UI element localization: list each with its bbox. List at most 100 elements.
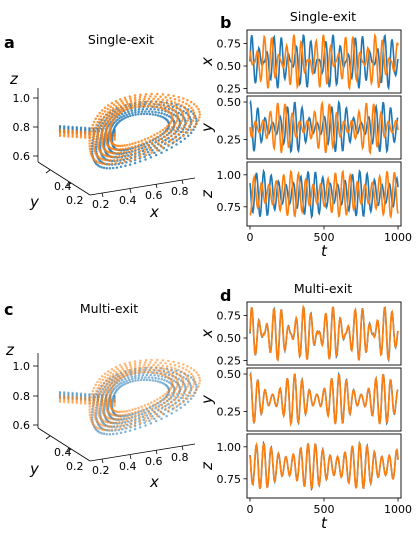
- trajectory-point: [137, 108, 141, 111]
- trajectory-point: [168, 106, 171, 109]
- trajectory-point: [128, 429, 132, 432]
- trajectory-point: [125, 366, 129, 370]
- trajectory-point: [154, 405, 158, 409]
- trajectory-point: [158, 366, 162, 370]
- trajectory-point: [67, 401, 70, 404]
- trajectory-point: [151, 376, 154, 379]
- trajectory-point: [120, 115, 123, 119]
- trajectory-point: [189, 118, 192, 121]
- x-tick-label: 0.4: [119, 460, 137, 473]
- trajectory-point: [151, 379, 155, 382]
- series-line-b: [249, 372, 399, 428]
- trajectory-point: [194, 117, 198, 120]
- trajectory-point: [174, 387, 177, 391]
- trajectory-point: [155, 135, 159, 139]
- trajectory-point: [169, 387, 172, 391]
- trajectory-point: [172, 360, 175, 364]
- trajectory-point: [125, 153, 129, 156]
- trajectory-point: [105, 404, 108, 407]
- trajectory-point: [75, 136, 78, 139]
- trajectory-point: [134, 379, 137, 382]
- trajectory-point: [119, 105, 123, 108]
- trajectory-point: [166, 375, 169, 378]
- trajectory-point: [109, 112, 113, 115]
- trajectory-point: [186, 376, 189, 379]
- trajectory-point: [185, 102, 188, 106]
- trajectory-point: [111, 151, 115, 155]
- trajectory-point: [176, 114, 179, 117]
- trajectory-point: [142, 418, 145, 422]
- y-axis-label: y: [198, 122, 216, 133]
- trajectory-point: [165, 395, 169, 399]
- trajectory-point: [161, 107, 165, 110]
- trajectory-point: [176, 383, 179, 387]
- trajectory-point: [159, 133, 162, 137]
- x-tick-label: 0: [246, 231, 253, 244]
- trajectory-point: [144, 92, 148, 96]
- trajectory-point: [160, 378, 163, 381]
- trajectory-point: [121, 162, 124, 165]
- trajectory-point: [197, 107, 200, 111]
- trajectory-point: [89, 133, 92, 136]
- trajectory-point: [102, 381, 106, 385]
- trajectory-point: [144, 419, 148, 423]
- trajectory-point: [172, 128, 176, 132]
- trajectory-point: [129, 97, 132, 100]
- trajectory-point: [147, 376, 151, 379]
- z-tick-label: 0.6: [13, 150, 31, 163]
- trajectory-point: [128, 158, 132, 162]
- trajectory-point: [172, 379, 176, 382]
- trajectory-point: [67, 135, 70, 138]
- trajectory-point: [154, 379, 157, 383]
- trajectory-point: [150, 100, 154, 103]
- trajectory-point: [138, 412, 141, 416]
- trajectory-point: [162, 104, 166, 107]
- trajectory-point: [133, 364, 137, 368]
- trajectory-point: [173, 367, 177, 370]
- trajectory-point: [109, 371, 112, 375]
- trajectory-point: [106, 107, 110, 111]
- trajectory-point: [162, 367, 166, 370]
- trajectory-point: [164, 404, 167, 408]
- trajectory-point: [109, 382, 113, 386]
- trajectory-point: [151, 113, 155, 116]
- trajectory-point: [100, 375, 104, 378]
- trajectory-point: [89, 150, 92, 153]
- x-axis-label: t: [321, 514, 328, 532]
- trajectory-point: [116, 118, 119, 122]
- trajectory-point: [154, 412, 157, 416]
- panel-letter-a: a: [4, 33, 15, 52]
- trajectory-point: [180, 111, 184, 114]
- trajectory-point: [142, 411, 145, 414]
- trajectory-point: [139, 421, 142, 425]
- trajectory-point: [88, 402, 91, 406]
- trajectory-point: [151, 110, 154, 113]
- trajectory-point: [108, 384, 111, 388]
- trajectory-point: [150, 151, 153, 154]
- trajectory-point: [97, 117, 101, 121]
- trajectory-point: [192, 391, 196, 394]
- trajectory-point: [106, 116, 109, 119]
- trajectory-point: [116, 375, 120, 379]
- trajectory-point: [144, 110, 147, 113]
- trajectory-point: [123, 160, 127, 163]
- trajectory-point: [115, 114, 119, 117]
- x-tick-label: 0: [246, 503, 253, 516]
- trajectory-point: [121, 110, 124, 113]
- x-tick-label: 500: [314, 231, 335, 244]
- trajectory-point: [160, 151, 163, 154]
- trajectory-point: [195, 388, 198, 391]
- trajectory-point: [146, 99, 149, 103]
- trajectory-point: [170, 366, 173, 369]
- trajectory-point: [163, 378, 166, 382]
- trajectory-point: [91, 422, 95, 426]
- trajectory-point: [111, 372, 115, 376]
- trajectory-point: [144, 145, 147, 149]
- trajectory-point: [145, 373, 149, 377]
- trajectory-point: [144, 153, 148, 157]
- trajectory-point: [114, 428, 118, 431]
- trajectory-point: [130, 101, 133, 105]
- trajectory-point: [92, 386, 96, 390]
- axes-3d-a: [33, 88, 196, 198]
- trajectory-point: [152, 97, 155, 101]
